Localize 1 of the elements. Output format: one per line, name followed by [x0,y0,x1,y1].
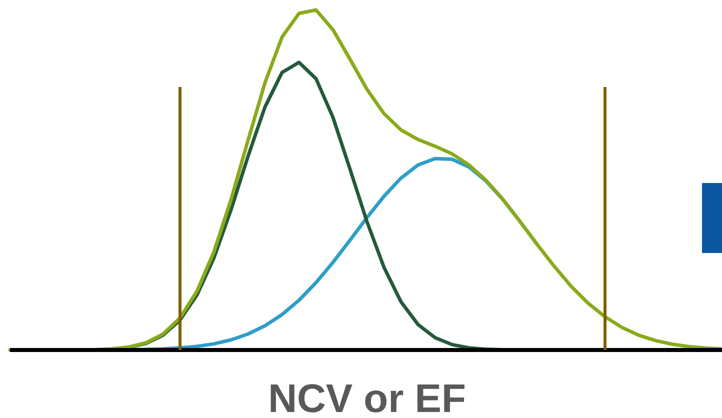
x-axis-title: NCV or EF [268,377,466,418]
